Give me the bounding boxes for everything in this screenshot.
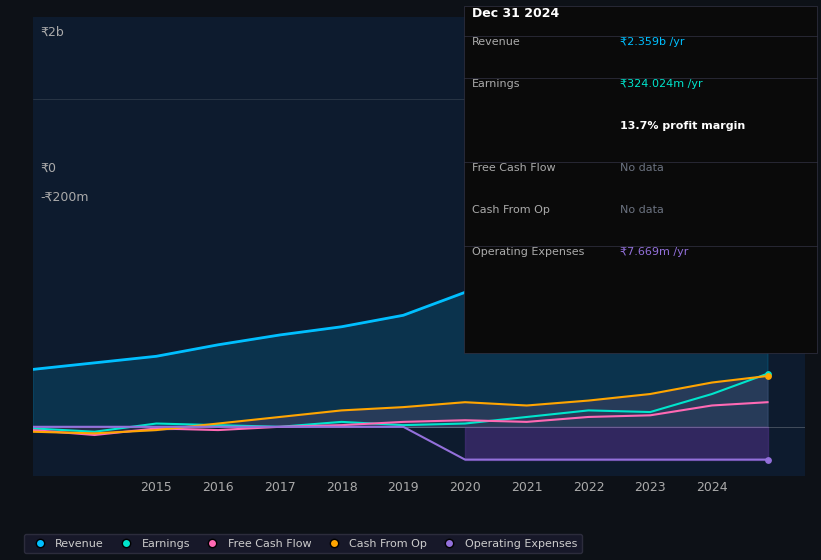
- Text: ₹7.669m /yr: ₹7.669m /yr: [620, 247, 688, 257]
- Point: [761, 35, 774, 44]
- Text: 13.7% profit margin: 13.7% profit margin: [620, 121, 745, 131]
- Text: Dec 31 2024: Dec 31 2024: [472, 7, 559, 20]
- Text: Revenue: Revenue: [472, 37, 521, 47]
- Text: No data: No data: [620, 205, 663, 215]
- Text: ₹324.024m /yr: ₹324.024m /yr: [620, 79, 703, 89]
- Point: [761, 455, 774, 464]
- Text: ₹2.359b /yr: ₹2.359b /yr: [620, 37, 685, 47]
- Text: Free Cash Flow: Free Cash Flow: [472, 163, 556, 173]
- Legend: Revenue, Earnings, Free Cash Flow, Cash From Op, Operating Expenses: Revenue, Earnings, Free Cash Flow, Cash …: [24, 534, 582, 553]
- Text: ₹2b: ₹2b: [40, 26, 64, 39]
- Text: No data: No data: [620, 163, 663, 173]
- Point: [761, 369, 774, 378]
- Point: [761, 371, 774, 380]
- Text: -₹200m: -₹200m: [40, 192, 89, 204]
- Text: Operating Expenses: Operating Expenses: [472, 247, 585, 257]
- Text: Earnings: Earnings: [472, 79, 521, 89]
- Text: ₹0: ₹0: [40, 161, 57, 175]
- Text: Cash From Op: Cash From Op: [472, 205, 550, 215]
